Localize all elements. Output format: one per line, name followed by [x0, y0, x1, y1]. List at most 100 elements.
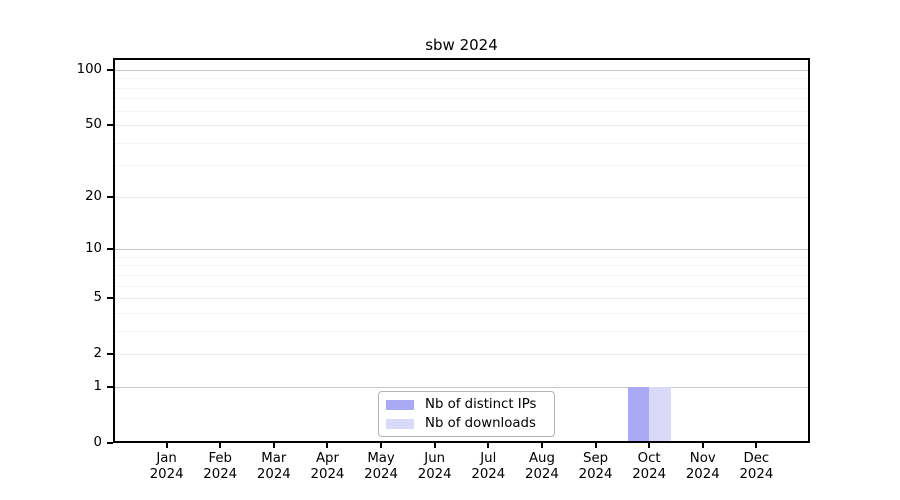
x-tick-label: Mar 2024 [244, 451, 304, 482]
x-tick [272, 443, 275, 448]
month-label: Apr [315, 451, 339, 466]
year-label: 2024 [364, 466, 398, 482]
year-label: 2024 [256, 466, 291, 482]
x-tick [594, 443, 597, 448]
y-tick-label: 1 [93, 378, 102, 394]
gridline [115, 298, 808, 300]
y-tick-label: 50 [85, 117, 102, 133]
gridline [115, 354, 808, 356]
y-tick-label: 0 [93, 435, 102, 450]
year-label: 2024 [578, 466, 613, 482]
minor-gridline [115, 256, 808, 258]
minor-gridline [115, 142, 808, 144]
minor-gridline [115, 78, 808, 80]
y-tick [107, 297, 113, 300]
year-label: 2024 [417, 466, 452, 482]
minor-gridline [115, 274, 808, 276]
minor-gridline [115, 330, 808, 332]
x-tick [487, 443, 490, 448]
x-tick-label: Jan 2024 [137, 451, 197, 482]
x-tick-label: Apr 2024 [297, 451, 357, 482]
x-tick-label: Jun 2024 [405, 451, 465, 482]
minor-gridline [115, 98, 808, 100]
legend-item-distinct-ips: Nb of distinct IPs [386, 397, 554, 412]
year-label: 2024 [739, 466, 774, 482]
year-label: 2024 [632, 466, 667, 482]
bar-nb-of-distinct-ips [627, 386, 650, 442]
year-label: 2024 [685, 466, 720, 482]
month-label: Feb [208, 451, 232, 466]
minor-gridline [115, 87, 808, 89]
x-tick-label: Feb 2024 [190, 451, 250, 482]
chart-title: sbw 2024 [425, 36, 498, 54]
distinct-ips-swatch-icon [386, 399, 414, 410]
month-label: Jul [480, 451, 497, 466]
left-spine [113, 58, 115, 443]
x-tick [380, 443, 383, 448]
y-tick [107, 442, 113, 444]
x-axis: Jan 2024 Feb 2024 Mar 2024 Apr 2024 May 2024 Jun 20… [113, 443, 810, 500]
year-label: 2024 [471, 466, 506, 482]
month-label: Jun [424, 451, 446, 466]
year-label: 2024 [525, 466, 559, 482]
legend-label: Nb of distinct IPs [425, 397, 537, 412]
y-tick-label: 20 [85, 188, 102, 204]
x-tick [433, 443, 436, 448]
bottom-spine [113, 441, 810, 443]
gridline [115, 69, 808, 71]
x-tick-label: Sep 2024 [566, 451, 626, 482]
legend-label: Nb of downloads [425, 416, 536, 431]
year-label: 2024 [149, 466, 184, 482]
x-tick [219, 443, 222, 448]
y-tick [107, 68, 113, 71]
month-label: May [367, 451, 395, 466]
x-tick [326, 443, 329, 448]
gridline [115, 125, 808, 127]
minor-gridline [115, 110, 808, 112]
x-tick-label: Dec 2024 [726, 451, 786, 482]
y-tick-label: 10 [85, 241, 102, 257]
y-tick-label: 5 [93, 290, 102, 306]
x-tick [648, 443, 651, 448]
year-label: 2024 [310, 466, 345, 482]
y-tick-label: 2 [93, 346, 102, 362]
month-label: Jan [156, 451, 177, 466]
y-tick [107, 385, 113, 388]
minor-gridline [115, 312, 808, 314]
minor-gridline [115, 285, 808, 287]
x-tick-label: Aug 2024 [512, 451, 572, 482]
right-spine [808, 58, 810, 443]
downloads-swatch-icon [386, 418, 414, 429]
y-tick [107, 124, 113, 127]
x-tick-label: Nov 2024 [673, 451, 733, 482]
month-label: Sep [583, 451, 609, 466]
y-tick [107, 195, 113, 198]
x-tick [755, 443, 758, 448]
plot-area [113, 58, 810, 443]
gridline [115, 386, 808, 388]
y-tick [107, 248, 113, 251]
legend-item-downloads: Nb of downloads [386, 416, 554, 431]
x-tick [165, 443, 168, 448]
month-label: Nov [689, 451, 716, 466]
x-tick-label: Jul 2024 [458, 451, 518, 482]
y-tick [107, 353, 113, 356]
bar-nb-of-downloads [649, 386, 671, 442]
month-label: Oct [637, 451, 661, 466]
month-label: Aug [528, 451, 555, 466]
top-spine [113, 58, 810, 60]
month-label: Dec [743, 451, 770, 466]
legend: Nb of distinct IPs Nb of downloads [378, 391, 555, 437]
x-tick-label: Oct 2024 [619, 451, 679, 482]
minor-gridline [115, 165, 808, 167]
month-label: Mar [261, 451, 287, 466]
x-tick [701, 443, 704, 448]
y-axis: 0 1 2 5 10 20 50 100 [0, 58, 113, 450]
minor-gridline [115, 265, 808, 267]
gridline [115, 196, 808, 198]
x-tick [540, 443, 543, 448]
gridline [115, 249, 808, 251]
year-label: 2024 [203, 466, 238, 482]
y-tick-label: 100 [76, 61, 102, 77]
